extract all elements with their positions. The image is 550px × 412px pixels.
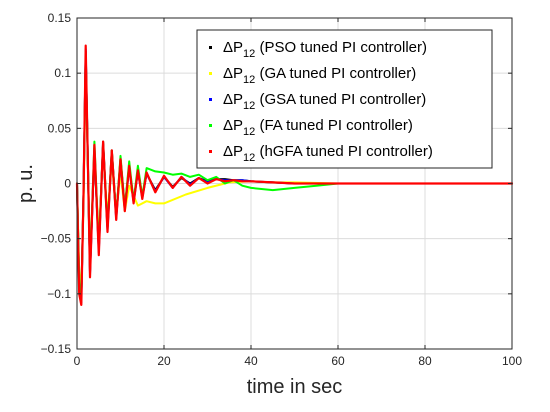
- x-axis-label: time in sec: [247, 376, 343, 398]
- x-tick-label: 0: [74, 354, 81, 368]
- x-tick-label: 100: [502, 354, 522, 368]
- x-tick-label: 20: [157, 354, 171, 368]
- y-tick-label: −0.15: [41, 342, 72, 356]
- y-tick-label: −0.05: [41, 232, 72, 246]
- y-axis-label: p. u.: [15, 164, 37, 203]
- x-tick-label: 40: [244, 354, 258, 368]
- legend-entry-label: ΔP12 (FA tuned PI controller): [223, 117, 413, 138]
- legend-marker: [209, 72, 212, 75]
- legend-marker: [209, 150, 212, 153]
- legend-marker: [209, 124, 212, 127]
- y-tick-label: 0: [64, 177, 71, 191]
- y-tick-label: 0.15: [48, 11, 72, 25]
- tick-marks: [76, 17, 513, 350]
- legend-entry-label: ΔP12 (hGFA tuned PI controller): [223, 143, 433, 164]
- legend-entries: ΔP12 (PSO tuned PI controller) ΔP12 (GA t…: [209, 39, 433, 164]
- x-tick-labels: 0 20 40 60 80 100: [74, 354, 523, 368]
- legend-entry-label: ΔP12 (GA tuned PI controller): [223, 65, 416, 86]
- legend-marker: [209, 98, 212, 101]
- x-tick-label: 60: [331, 354, 345, 368]
- y-tick-label: −0.1: [47, 287, 71, 301]
- legend: ΔP12 (PSO tuned PI controller) ΔP12 (GA t…: [196, 29, 493, 169]
- legend-entry-label: ΔP12 (GSA tuned PI controller): [223, 91, 426, 112]
- x-tick-label: 80: [418, 354, 432, 368]
- y-tick-label: 0.05: [48, 121, 72, 135]
- legend-box: [196, 29, 493, 169]
- legend-entry-label: ΔP12 (PSO tuned PI controller): [223, 39, 427, 60]
- legend-marker: [209, 46, 212, 49]
- y-tick-labels: −0.15 −0.1 −0.05 0 0.05 0.1 0.15: [41, 11, 72, 356]
- series-line: [75, 44, 514, 306]
- y-tick-label: 0.1: [54, 66, 71, 80]
- series-lines: [75, 44, 514, 306]
